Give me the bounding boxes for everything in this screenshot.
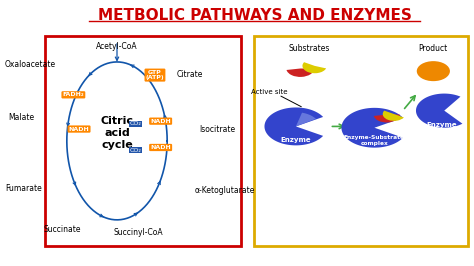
Text: CO₂: CO₂ bbox=[130, 148, 142, 153]
Text: α-Ketoglutarate: α-Ketoglutarate bbox=[194, 186, 255, 195]
Text: NADH: NADH bbox=[150, 145, 171, 150]
Polygon shape bbox=[296, 113, 316, 126]
Text: Succinate: Succinate bbox=[43, 225, 81, 234]
Text: Citric
acid
cycle: Citric acid cycle bbox=[100, 117, 134, 149]
Wedge shape bbox=[286, 69, 314, 77]
Polygon shape bbox=[264, 107, 323, 146]
Text: Isocitrate: Isocitrate bbox=[200, 125, 236, 134]
Polygon shape bbox=[416, 94, 463, 128]
Text: Malate: Malate bbox=[8, 113, 34, 122]
FancyBboxPatch shape bbox=[45, 36, 241, 246]
Text: Enzyme-Substrate
complex: Enzyme-Substrate complex bbox=[344, 135, 405, 146]
Text: Enzyme: Enzyme bbox=[427, 122, 457, 128]
Text: Citrate: Citrate bbox=[176, 70, 203, 79]
Circle shape bbox=[417, 61, 450, 81]
Text: Enzyme: Enzyme bbox=[281, 136, 311, 143]
Polygon shape bbox=[341, 108, 403, 148]
FancyBboxPatch shape bbox=[255, 36, 468, 246]
Text: GTP
(ATP): GTP (ATP) bbox=[146, 70, 164, 81]
Text: Acetyl-CoA: Acetyl-CoA bbox=[96, 42, 138, 51]
Wedge shape bbox=[383, 111, 404, 121]
Text: NADH: NADH bbox=[69, 127, 90, 132]
Wedge shape bbox=[302, 62, 326, 73]
Text: FADH₂: FADH₂ bbox=[63, 92, 84, 97]
Text: Oxaloacetate: Oxaloacetate bbox=[4, 60, 55, 69]
Text: Substrates: Substrates bbox=[288, 44, 330, 53]
Text: METBOLIC PATHWAYS AND ENZYMES: METBOLIC PATHWAYS AND ENZYMES bbox=[98, 8, 411, 23]
Text: Succinyl-CoA: Succinyl-CoA bbox=[114, 228, 164, 237]
Text: Product: Product bbox=[419, 44, 448, 53]
Text: Active site: Active site bbox=[252, 89, 288, 95]
Text: NADH: NADH bbox=[150, 119, 171, 124]
Wedge shape bbox=[374, 115, 400, 122]
Text: Fumarate: Fumarate bbox=[5, 184, 42, 193]
Text: CO₂: CO₂ bbox=[130, 121, 142, 126]
